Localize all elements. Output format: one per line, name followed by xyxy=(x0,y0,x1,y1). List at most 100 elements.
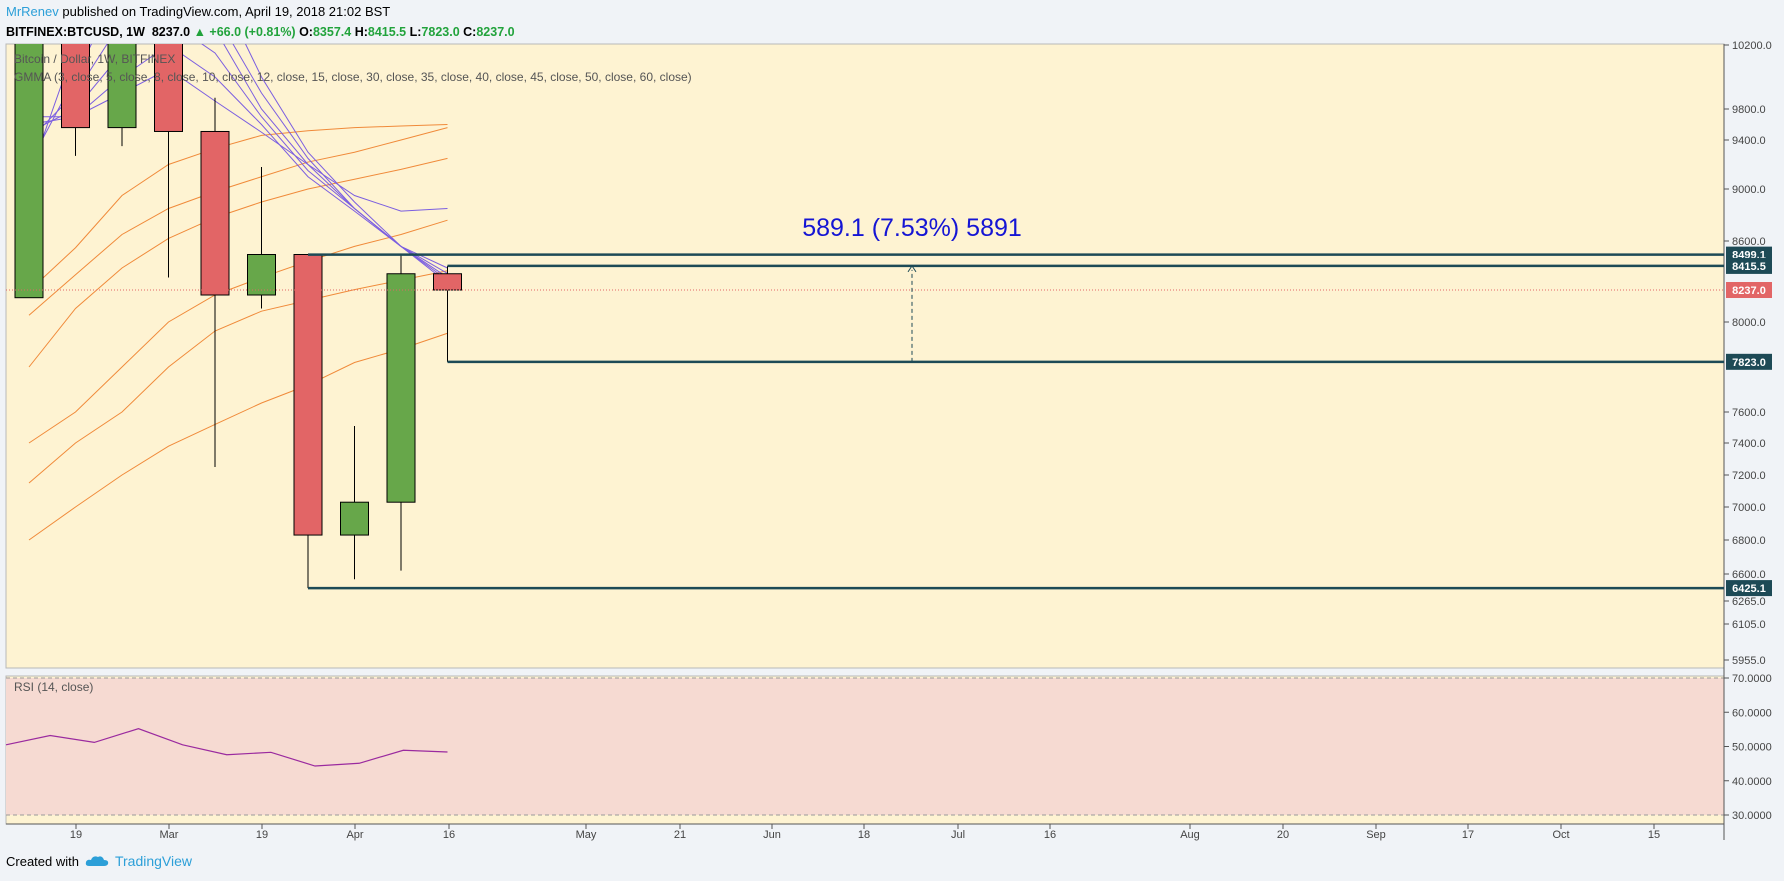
legend-rsi: RSI (14, close) xyxy=(14,680,93,694)
price-label-text: 7823.0 xyxy=(1732,357,1766,369)
time-tick-label: Oct xyxy=(1552,829,1569,841)
price-tick-label: 7000.0 xyxy=(1732,502,1766,514)
candle-bull xyxy=(386,273,416,503)
measure-arrowhead xyxy=(907,265,917,273)
open-value: 8357.4 xyxy=(312,25,352,39)
price-axis[interactable]: 10200.0 9800.0 9400.0 9000.0 8600.0 8000.0 760… xyxy=(1724,40,1772,822)
close-value: 8237.0 xyxy=(476,25,515,39)
price-tick-label: 9000.0 xyxy=(1732,184,1766,196)
time-tick-label: Jun xyxy=(763,829,781,841)
rsi-band xyxy=(6,678,1724,815)
cloud-logo-icon xyxy=(85,856,109,866)
gmma-long-line xyxy=(28,332,448,541)
ohlc-line: BITFINEX:BTCUSD, 1W 8237.0 ▲ +66.0 (+0.8… xyxy=(6,24,515,40)
gmma-long-line xyxy=(28,270,448,484)
price-tick-label: 7400.0 xyxy=(1732,438,1766,450)
time-tick-label: 16 xyxy=(443,829,455,841)
price-tick-label: 9800.0 xyxy=(1732,104,1766,116)
low-label: L: xyxy=(409,25,422,39)
tradingview-link[interactable]: TradingView xyxy=(114,853,193,869)
chart-header: MrRenev published on TradingView.com, Ap… xyxy=(6,4,515,40)
price-label-text: 8237.0 xyxy=(1732,285,1766,297)
price-tick-label: 6265.0 xyxy=(1732,596,1766,608)
level-label-bg xyxy=(1726,353,1772,370)
gmma-long-line xyxy=(28,124,448,292)
legend-gmma: GMMA (3, close, 5, close, 8, close, 10, … xyxy=(14,70,692,84)
price-tick-label: 10200.0 xyxy=(1732,40,1772,52)
legend-title: Bitcoin / Dollar, 1W, BITFINEX xyxy=(14,52,175,66)
rsi-tick-label: 40.0000 xyxy=(1732,776,1772,788)
candle-bull xyxy=(340,501,369,536)
open-label: O: xyxy=(299,25,313,39)
time-tick-label: 18 xyxy=(858,829,870,841)
time-tick-label: Aug xyxy=(1180,829,1200,841)
price-tick-label: 6105.0 xyxy=(1732,619,1766,631)
gmma-long-line xyxy=(28,219,448,444)
price-change: +66.0 (+0.81%) xyxy=(209,25,296,39)
candle-bear xyxy=(293,254,323,536)
symbol-label: BITFINEX:BTCUSD, 1W xyxy=(6,25,145,39)
author-link[interactable]: MrRenev xyxy=(6,4,59,19)
candle-bear xyxy=(154,44,183,132)
up-arrow-icon: ▲ xyxy=(193,25,206,39)
time-tick-label: May xyxy=(576,829,597,841)
rsi-line xyxy=(5,728,448,767)
current-label-bg xyxy=(1726,282,1772,299)
level-label-bg xyxy=(1726,580,1772,597)
close-label: C: xyxy=(463,25,477,39)
low-value: 7823.0 xyxy=(421,25,460,39)
candle-bear xyxy=(200,130,230,296)
gmma-long-line xyxy=(28,127,448,316)
main-pane[interactable] xyxy=(5,43,1725,669)
high-value: 8415.5 xyxy=(367,25,407,39)
time-tick-label: 16 xyxy=(1044,829,1056,841)
gmma-long-line xyxy=(28,157,448,368)
price-tick-label: 6600.0 xyxy=(1732,569,1766,581)
rsi-tick-label: 60.0000 xyxy=(1732,707,1772,719)
candle-bull xyxy=(247,254,276,296)
price-label-text: 6425.1 xyxy=(1732,583,1766,595)
time-axis[interactable]: 19 Mar 19 Apr 16 May 21 Jun 18 Jul 16 Aug 20 Sep 17 Oct… xyxy=(70,824,1660,841)
candle-bull xyxy=(14,44,44,299)
rsi-polyline xyxy=(5,728,448,767)
high-label: H: xyxy=(354,25,368,39)
price-tick-label: 9400.0 xyxy=(1732,135,1766,147)
time-tick-label: 19 xyxy=(70,829,82,841)
time-tick-label: Mar xyxy=(160,829,179,841)
time-tick-label: 15 xyxy=(1648,829,1660,841)
rsi-tick-label: 30.0000 xyxy=(1732,810,1772,822)
candle-bear xyxy=(433,273,462,291)
price-tick-label: 7600.0 xyxy=(1732,407,1766,419)
price-tick-label: 8600.0 xyxy=(1732,236,1766,248)
price-tick-label: 6800.0 xyxy=(1732,535,1766,547)
time-tick-label: Jul xyxy=(951,829,965,841)
footer: Created with TradingView xyxy=(6,853,192,869)
price-tick-label: 5955.0 xyxy=(1732,655,1766,667)
level-label-bg xyxy=(1726,257,1772,274)
price-label-text: 8415.5 xyxy=(1732,261,1766,273)
publish-line: MrRenev published on TradingView.com, Ap… xyxy=(6,4,515,20)
candle-bear xyxy=(61,44,90,129)
gmma-short-line xyxy=(28,44,448,274)
price-tick-label: 7200.0 xyxy=(1732,470,1766,482)
time-tick-label: 21 xyxy=(674,829,686,841)
gmma-lines xyxy=(28,44,448,541)
gmma-short-line xyxy=(29,68,448,212)
rsi-tick-label: 50.0000 xyxy=(1732,742,1772,754)
candle-bull xyxy=(107,44,137,129)
last-price: 8237.0 xyxy=(151,25,191,39)
time-tick-label: Sep xyxy=(1366,829,1386,841)
time-tick-label: 20 xyxy=(1277,829,1289,841)
candles xyxy=(14,44,462,589)
gmma-short-line xyxy=(28,44,448,284)
time-tick-label: Apr xyxy=(346,829,363,841)
time-tick-label: 17 xyxy=(1462,829,1474,841)
measure-label: 589.1 (7.53%) 5891 xyxy=(802,214,1022,242)
publish-info: published on TradingView.com, April 19, … xyxy=(62,4,391,19)
time-tick-label: 19 xyxy=(256,829,268,841)
gmma-short-line xyxy=(28,44,448,269)
rsi-tick-label: 70.0000 xyxy=(1732,673,1772,685)
created-with-label: Created with xyxy=(6,853,79,869)
